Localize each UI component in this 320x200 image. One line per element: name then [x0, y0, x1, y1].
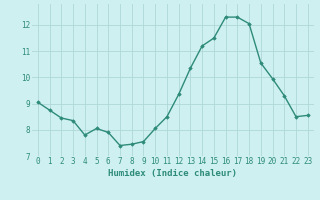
X-axis label: Humidex (Indice chaleur): Humidex (Indice chaleur): [108, 169, 237, 178]
